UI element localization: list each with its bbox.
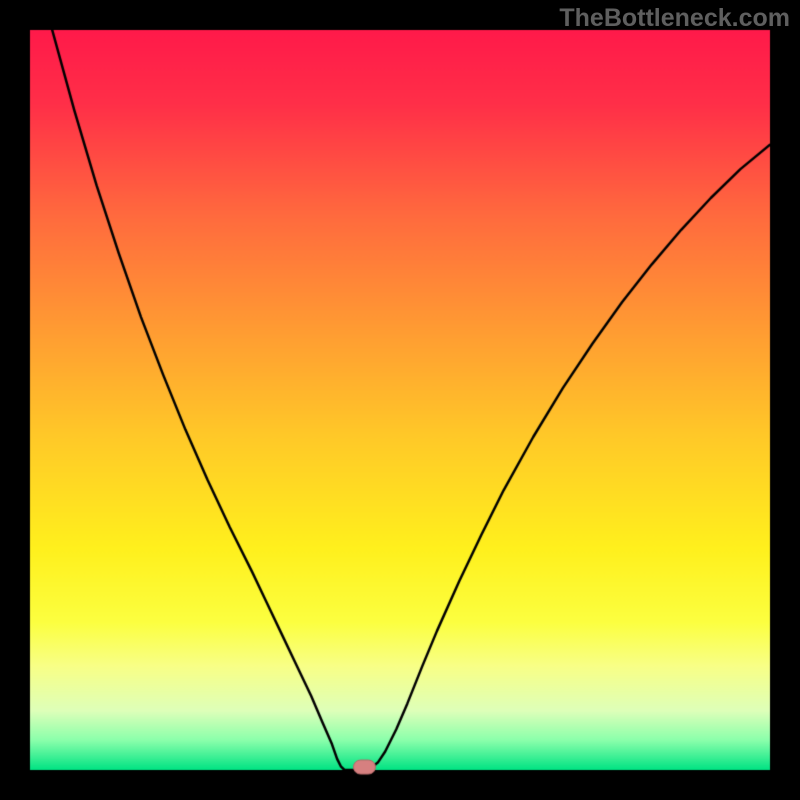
chart-container: TheBottleneck.com bbox=[0, 0, 800, 800]
watermark-text: TheBottleneck.com bbox=[559, 4, 790, 33]
bottleneck-chart-canvas bbox=[0, 0, 800, 800]
